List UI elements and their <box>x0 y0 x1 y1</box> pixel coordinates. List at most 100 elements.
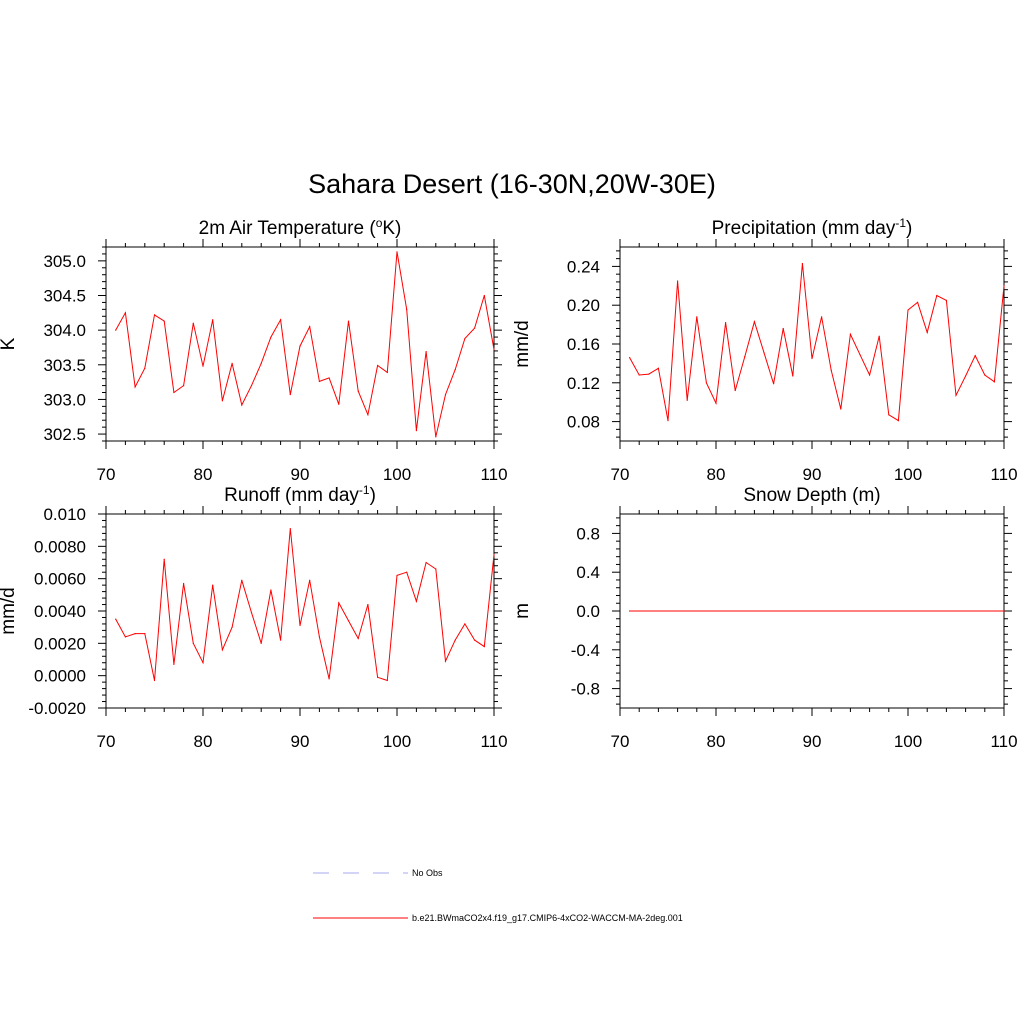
panel-title: Runoff (mm day-1) <box>224 483 376 506</box>
x-tick-label: 100 <box>383 465 411 484</box>
data-point <box>134 633 136 635</box>
data-point <box>357 390 359 392</box>
data-point <box>231 626 233 628</box>
x-tick-label: 90 <box>803 732 822 751</box>
data-point <box>464 623 466 625</box>
x-tick-label: 90 <box>291 465 310 484</box>
data-point <box>173 391 175 394</box>
panels: 2m Air Temperature (oK) K 70 80 90 100 110 302.… <box>0 216 1018 751</box>
data-point <box>406 308 408 310</box>
data-point <box>221 649 223 651</box>
data-point <box>454 639 456 641</box>
x-tick-label: 70 <box>97 732 116 751</box>
x-tick-label: 90 <box>291 732 310 751</box>
data-point <box>974 355 976 357</box>
y-axis-label: m <box>512 603 533 619</box>
y-tick-label: 303.0 <box>43 390 86 409</box>
data-point <box>212 319 214 321</box>
legend: No Obs b.e21.BWmaCO2x4.f19_g17.CMIP6-4xCO… <box>313 868 683 923</box>
data-point <box>309 326 311 328</box>
legend-label: No Obs <box>412 868 443 878</box>
data-point <box>289 393 291 396</box>
data-point <box>840 408 842 410</box>
data-point <box>483 294 485 297</box>
data-point <box>115 618 117 620</box>
y-tick-label: -0.4 <box>571 641 600 660</box>
data-point <box>260 362 262 364</box>
panel-title: 2m Air Temperature (oK) <box>199 216 402 239</box>
data-point <box>638 374 640 376</box>
y-axis-label: mm/d <box>512 320 533 368</box>
data-point <box>221 400 223 402</box>
x-tick-label: 110 <box>990 465 1017 484</box>
data-point <box>163 320 165 322</box>
data-point <box>299 624 301 627</box>
data-point <box>270 589 272 591</box>
data-point <box>280 639 282 641</box>
data-point <box>715 402 717 404</box>
series-line-temp <box>115 251 495 437</box>
y-tick-label: 0.24 <box>567 257 600 276</box>
data-point <box>849 333 852 335</box>
data-point <box>124 636 126 638</box>
y-tick-label: 0.0060 <box>34 570 86 589</box>
data-point <box>377 676 379 678</box>
y-tick-label: -0.8 <box>571 680 600 699</box>
data-point <box>917 301 919 303</box>
data-point <box>907 309 909 311</box>
x-tick-label: 100 <box>383 732 411 751</box>
legend-label: b.e21.BWmaCO2x4.f19_g17.CMIP6-4xCO2-WACC… <box>412 913 683 923</box>
data-point <box>792 375 794 377</box>
data-point <box>367 414 369 416</box>
data-point <box>648 373 650 375</box>
data-point <box>878 335 880 337</box>
y-tick-label: 0.0040 <box>34 602 86 621</box>
data-point <box>984 374 986 376</box>
x-tick-label: 70 <box>97 465 116 484</box>
y-tick-label: 0.12 <box>567 374 600 393</box>
x-tick-label: 100 <box>894 732 922 751</box>
y-axis-label: K <box>0 337 19 350</box>
data-point <box>444 393 447 396</box>
data-point <box>686 399 688 401</box>
y-tick-label: 304.0 <box>43 321 86 340</box>
data-point <box>396 574 398 577</box>
data-point <box>667 420 669 422</box>
data-point <box>124 312 126 314</box>
x-tick-label: 80 <box>707 465 726 484</box>
x-tick-label: 70 <box>611 732 630 751</box>
series-line-runoff <box>115 528 495 682</box>
data-point <box>415 430 417 432</box>
data-point <box>396 251 398 253</box>
data-point <box>753 321 756 323</box>
data-point <box>347 320 350 322</box>
data-point <box>629 356 631 359</box>
data-point <box>425 351 427 353</box>
data-point <box>993 381 996 383</box>
data-point <box>474 327 476 329</box>
data-point <box>782 327 784 330</box>
data-point <box>202 365 204 367</box>
plot-frame <box>105 246 495 442</box>
x-tick-label: 70 <box>611 465 630 484</box>
data-point <box>260 642 262 644</box>
data-point <box>134 386 136 388</box>
data-point <box>493 553 495 556</box>
data-point <box>454 369 456 371</box>
data-point <box>955 394 957 397</box>
data-point <box>367 603 369 606</box>
y-tick-label: 0.010 <box>43 505 86 524</box>
data-point <box>464 337 466 340</box>
plot-frame <box>619 246 1005 442</box>
data-point <box>270 336 272 338</box>
panel-temp: 2m Air Temperature (oK) K 70 80 90 100 110 302.… <box>0 216 508 484</box>
data-point <box>483 645 485 648</box>
data-point <box>415 600 417 602</box>
data-point <box>328 377 330 379</box>
data-point <box>318 636 320 638</box>
data-point <box>250 612 253 614</box>
data-point <box>212 584 214 586</box>
x-tick-label: 90 <box>803 465 822 484</box>
y-tick-label: 305.0 <box>43 252 86 271</box>
